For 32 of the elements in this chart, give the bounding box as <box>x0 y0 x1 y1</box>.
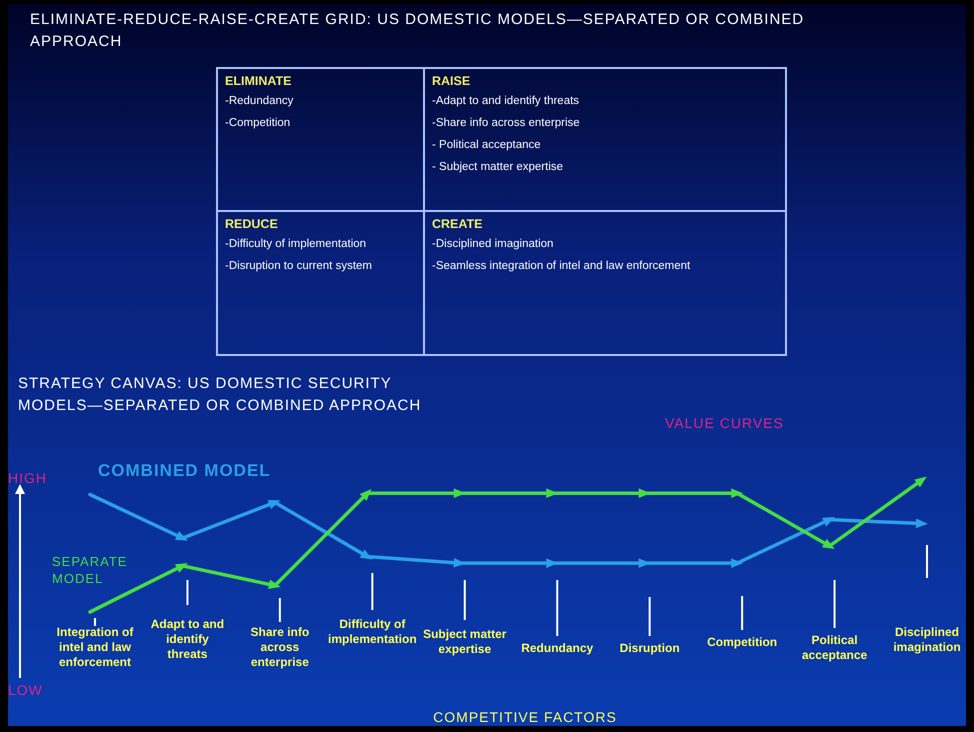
x-tick-label: Disruption <box>620 641 680 655</box>
text: -Share info across enterprise <box>432 117 580 129</box>
x-tick-label: Redundancy <box>521 641 594 655</box>
text: -Seamless integration of intel and law enforcement <box>432 260 692 272</box>
text: - Subject matter expertise <box>432 161 564 173</box>
x-tick-label: Share info across enterprise <box>250 625 310 669</box>
text: -Disciplined imagination <box>432 238 554 250</box>
x-tick-label: Competition <box>707 635 778 649</box>
text: -Competition <box>225 117 290 129</box>
text: ELIMINATE <box>225 74 292 88</box>
series-label: SEPARATE MODEL <box>52 554 128 586</box>
text: CREATE <box>432 217 482 231</box>
text: -Disruption to current system <box>225 260 372 272</box>
x-tick-label: Adapt to and identify threats <box>150 617 224 661</box>
text: REDUCE <box>225 217 278 231</box>
x-tick-label: Difficulty of implementation <box>328 617 417 646</box>
text: -Difficulty of implementation <box>225 238 366 250</box>
x-axis-title: COMPETITIVE FACTORS <box>433 709 617 725</box>
x-tick-label: Disciplined imagination <box>893 625 961 654</box>
x-tick-label: Integration of intel and law enforcement <box>56 625 134 669</box>
text: - Political acceptance <box>432 139 541 151</box>
text: VALUE CURVES <box>665 415 784 431</box>
text: -Adapt to and identify threats <box>432 95 580 107</box>
text: HIGH <box>8 470 47 486</box>
x-tick-label: Subject matter expertise <box>423 627 507 656</box>
series-label: COMBINED MODEL <box>98 461 271 480</box>
text: -Redundancy <box>225 95 294 107</box>
text: ELIMINATE-REDUCE-RAISE-CREATE GRID: US DOMESTIC MODELS—SEPARATED OR COMBINED APPROACH <box>30 11 804 50</box>
text: LOW <box>8 682 43 698</box>
text: RAISE <box>432 74 470 88</box>
x-tick-label: Political acceptance <box>802 633 868 662</box>
chart-title: STRATEGY CANVAS: US DOMESTIC SECURITY MODELS—SEPARATED OR COMBINED APPROACH <box>18 375 422 414</box>
